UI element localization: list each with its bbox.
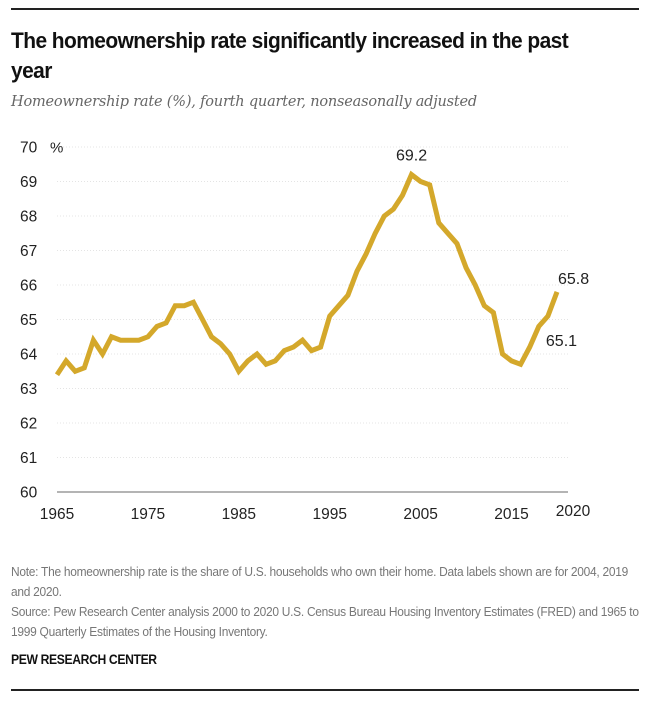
chart-subtitle: Homeownership rate (%), fourth quarter, …	[11, 94, 478, 110]
series-line	[54, 170, 560, 377]
x-tick-label: 1995	[312, 506, 346, 523]
bottom-rule	[11, 689, 639, 691]
y-axis-ticks: 60 61 62 63 64 65 66 67 68 69 70%	[20, 140, 63, 502]
y-tick-label: 70	[20, 140, 38, 157]
chart-title: The homeownership rate significantly inc…	[11, 28, 569, 83]
data-label: 65.8	[558, 271, 589, 288]
x-tick-label: 2020	[556, 503, 591, 520]
y-tick-label: 62	[20, 416, 37, 433]
x-axis-ticks: 1965 1975 1985 1995 2005 2015 2020	[40, 503, 591, 523]
data-label: 69.2	[396, 148, 427, 165]
y-tick-label: 63	[20, 381, 37, 398]
y-tick-label: 61	[20, 450, 37, 467]
footer-source: Source: Pew Research Center analysis 200…	[11, 604, 639, 639]
x-tick-label: 1965	[40, 506, 74, 523]
gridlines	[57, 146, 568, 458]
y-tick-label: 65	[20, 312, 37, 329]
x-tick-label: 2005	[403, 506, 437, 523]
y-tick-label: 66	[20, 278, 37, 295]
y-tick-label: 67	[20, 243, 37, 260]
data-label: 65.1	[546, 333, 577, 350]
line-chart: 60 61 62 63 64 65 66 67 68 69 70% 1965 1975 1985 1995…	[20, 140, 591, 524]
x-tick-label: 1985	[222, 506, 256, 523]
y-unit-label: %	[50, 140, 63, 157]
y-tick-label: 64	[20, 347, 38, 364]
footer-note: Note: The homeownership rate is the shar…	[11, 564, 629, 599]
y-tick-label: 68	[20, 209, 37, 226]
x-tick-label: 1975	[131, 506, 165, 523]
data-labels: 69.2 65.1 65.8	[396, 148, 589, 350]
y-tick-label: 69	[20, 174, 37, 191]
brand-label: PEW RESEARCH CENTER	[11, 652, 157, 667]
footer-notes: Note: The homeownership rate is the shar…	[11, 562, 641, 642]
x-tick-label: 2015	[494, 506, 528, 523]
series-group	[54, 170, 560, 377]
top-rule	[11, 8, 639, 10]
y-tick-label: 60	[20, 485, 38, 502]
